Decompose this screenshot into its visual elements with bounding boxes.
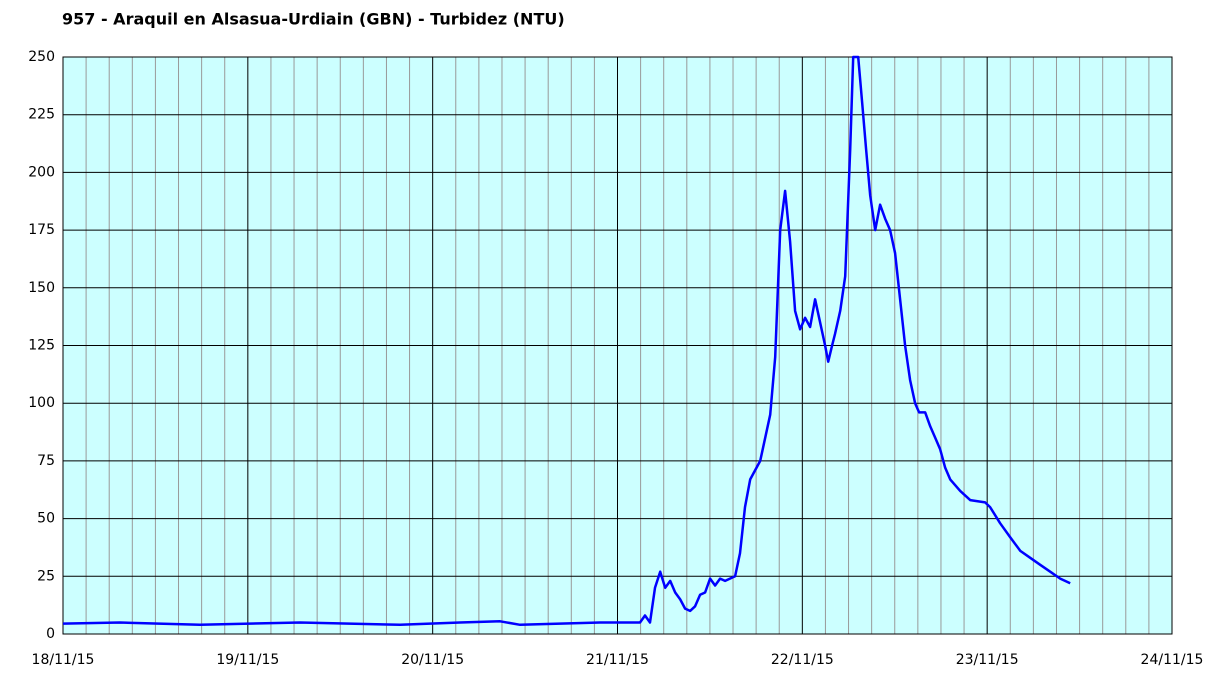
y-tick-label: 25: [37, 568, 55, 584]
x-tick-label: 24/11/15: [1141, 652, 1204, 668]
y-tick-label: 125: [28, 338, 55, 354]
y-tick-label: 225: [28, 107, 55, 123]
y-tick-label: 50: [37, 511, 55, 527]
y-tick-label: 200: [28, 164, 55, 180]
y-tick-label: 175: [28, 222, 55, 238]
y-tick-label: 0: [46, 626, 55, 642]
chart-title: 957 - Araquil en Alsasua-Urdiain (GBN) -…: [62, 10, 565, 29]
y-tick-label: 250: [28, 49, 55, 65]
x-tick-label: 20/11/15: [401, 652, 464, 668]
data-line: [62, 55, 1071, 627]
x-tick-label: 19/11/15: [216, 652, 279, 668]
x-tick-label: 18/11/15: [32, 652, 95, 668]
y-tick-label: 150: [28, 280, 55, 296]
x-tick-label: 22/11/15: [771, 652, 834, 668]
y-tick-label: 75: [37, 453, 55, 469]
x-tick-label: 23/11/15: [956, 652, 1019, 668]
x-tick-label: 21/11/15: [586, 652, 649, 668]
plot-border: [62, 56, 1173, 635]
y-tick-label: 100: [28, 395, 55, 411]
